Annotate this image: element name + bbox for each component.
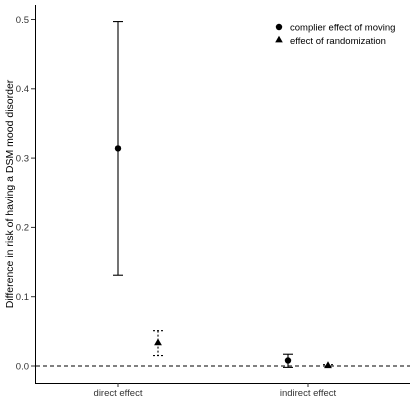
legend-label-moving: complier effect of moving bbox=[290, 23, 395, 34]
y-tick-label: 0.0 bbox=[16, 361, 29, 372]
x-tick-label: direct effect bbox=[94, 388, 143, 399]
y-tick-label: 0.5 bbox=[16, 15, 29, 26]
y-tick-label: 0.4 bbox=[16, 84, 29, 95]
point-circle bbox=[114, 145, 122, 152]
point-triangle bbox=[324, 361, 332, 369]
y-tick-label: 0.2 bbox=[16, 223, 29, 234]
legend: complier effect of moving effect of rand… bbox=[275, 23, 395, 47]
legend-circle-marker bbox=[275, 23, 283, 31]
legend-triangle-marker bbox=[275, 35, 283, 43]
data-layer bbox=[36, 21, 410, 369]
y-tick-label: 0.1 bbox=[16, 292, 29, 303]
axes bbox=[35, 5, 410, 384]
legend-label-randomization: effect of randomization bbox=[290, 36, 386, 47]
x-tick-label: indirect effect bbox=[280, 388, 337, 399]
point-circle bbox=[284, 357, 292, 364]
y-axis-label: Difference in risk of having a DSM mood … bbox=[4, 79, 16, 308]
y-tick-label: 0.3 bbox=[16, 153, 29, 164]
tick-labels: 0.0 0.1 0.2 0.3 0.4 0.5 direct effect indirect … bbox=[16, 15, 337, 399]
point-triangle bbox=[154, 338, 162, 346]
